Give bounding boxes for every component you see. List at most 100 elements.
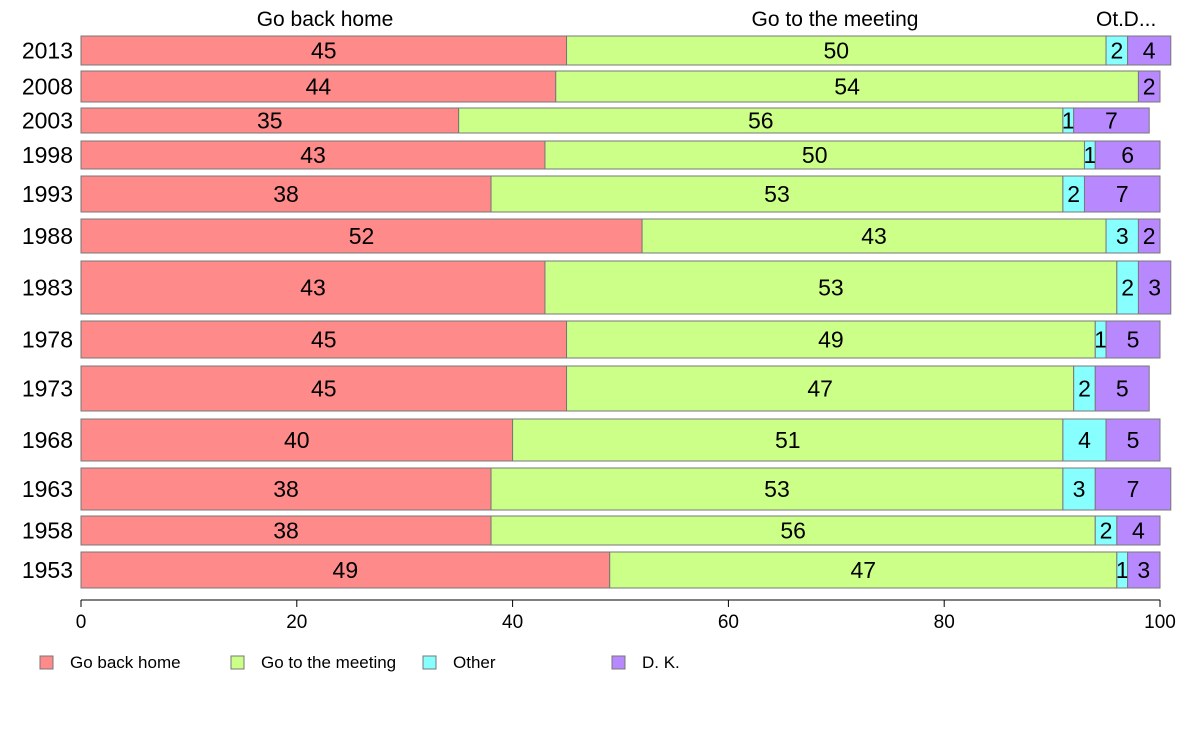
bar-segment [566, 365, 1075, 412]
data-label: 38 [273, 518, 299, 544]
data-label: 7 [1105, 108, 1118, 134]
x-tick-label: 60 [718, 612, 739, 633]
bar-segment [1127, 35, 1172, 66]
bar-segment [555, 70, 1139, 103]
bar-segment [490, 467, 1064, 511]
row-label: 1983 [22, 275, 73, 301]
data-label: 5 [1127, 327, 1140, 353]
bar-segment [1094, 467, 1172, 511]
legend-label: Other [453, 653, 496, 672]
row-label: 1953 [22, 557, 73, 583]
bar-segment [609, 551, 1118, 589]
bar-segment [1137, 260, 1172, 315]
bar-segment [1105, 218, 1139, 254]
data-label: 2 [1100, 518, 1113, 544]
bar-segment [544, 260, 1118, 315]
row-label: 1978 [22, 327, 73, 353]
bar-segment [1083, 175, 1161, 213]
x-tick-label: 20 [286, 612, 307, 633]
data-label: 35 [257, 108, 283, 134]
data-label: 2 [1110, 38, 1123, 64]
data-label: 38 [273, 181, 299, 207]
x-axis: 0 20 40 60 80 100 [76, 599, 1176, 633]
data-label: 5 [1116, 376, 1129, 402]
data-label: 50 [824, 38, 850, 64]
data-label: 1 [1083, 142, 1096, 168]
data-label: 49 [333, 557, 359, 583]
bar-segment [544, 140, 1085, 170]
data-label: 3 [1137, 557, 1150, 583]
data-label: 1 [1116, 557, 1129, 583]
bar-segment [1094, 140, 1161, 170]
data-label: 45 [311, 327, 337, 353]
bar-segment [1116, 515, 1161, 546]
legend-label: Go back home [70, 653, 181, 672]
data-label: 40 [284, 427, 310, 453]
data-label: 2 [1143, 223, 1156, 249]
column-header: Go back home [257, 8, 394, 31]
data-label: 56 [780, 518, 806, 544]
bar-segment [566, 35, 1107, 66]
data-label: 4 [1132, 518, 1145, 544]
bar-segment [1073, 107, 1150, 134]
x-tick-label: 0 [76, 612, 87, 633]
bar-segment [566, 320, 1096, 359]
data-label: 2 [1078, 376, 1091, 402]
x-tick-label: 100 [1144, 612, 1176, 633]
row-label: 2013 [22, 38, 73, 64]
data-label: 43 [861, 223, 887, 249]
x-tick-label: 40 [502, 612, 523, 633]
column-headers: Go back home Go to the meeting Ot. D... [257, 8, 1157, 31]
data-label: 1 [1062, 108, 1075, 134]
row-label: 1998 [22, 142, 73, 168]
data-label: 53 [764, 476, 790, 502]
data-label: 6 [1121, 142, 1134, 168]
data-label: 49 [818, 327, 844, 353]
data-label: 3 [1148, 275, 1161, 301]
bar-segment [1137, 70, 1161, 103]
data-label: 4 [1078, 427, 1091, 453]
bar-segment [1105, 320, 1161, 359]
data-label: 54 [834, 74, 860, 100]
bar-segment [80, 175, 492, 213]
bar-segment [80, 260, 546, 315]
legend-label: Go to the meeting [261, 653, 396, 672]
legend-swatch [611, 655, 626, 670]
row-label: 2008 [22, 74, 73, 100]
data-label: 52 [349, 223, 375, 249]
data-label: 5 [1127, 427, 1140, 453]
bar-segment [1137, 218, 1161, 254]
column-header: Ot. [1096, 8, 1124, 31]
bar-segment [80, 35, 568, 66]
row-label: 1958 [22, 518, 73, 544]
data-label: 44 [306, 74, 332, 100]
bar-segment [80, 70, 557, 103]
bar-segment [1094, 365, 1150, 412]
data-label: 2 [1143, 74, 1156, 100]
data-label: 51 [775, 427, 801, 453]
legend-swatch [230, 655, 245, 670]
bar-segment [1127, 551, 1161, 589]
data-label: 1 [1094, 327, 1107, 353]
row-label: 1988 [22, 223, 73, 249]
data-label: 3 [1116, 223, 1129, 249]
row-label: 2003 [22, 108, 73, 134]
legend: Go back home Go to the meeting Other D. K. [39, 653, 680, 672]
row-label: 1963 [22, 476, 73, 502]
data-label: 50 [802, 142, 828, 168]
data-label: 56 [748, 108, 774, 134]
bar-segment [458, 107, 1064, 134]
data-label: 47 [850, 557, 876, 583]
legend-label: D. K. [642, 653, 680, 672]
data-label: 43 [300, 275, 326, 301]
row-label: 1973 [22, 376, 73, 402]
legend-swatch [39, 655, 54, 670]
data-label: 7 [1127, 476, 1140, 502]
data-label: 43 [300, 142, 326, 168]
bar-segment [80, 418, 514, 462]
bar-segment [80, 107, 460, 134]
legend-swatch [422, 655, 437, 670]
bar-segment [80, 320, 568, 359]
bar-segment [80, 218, 643, 254]
